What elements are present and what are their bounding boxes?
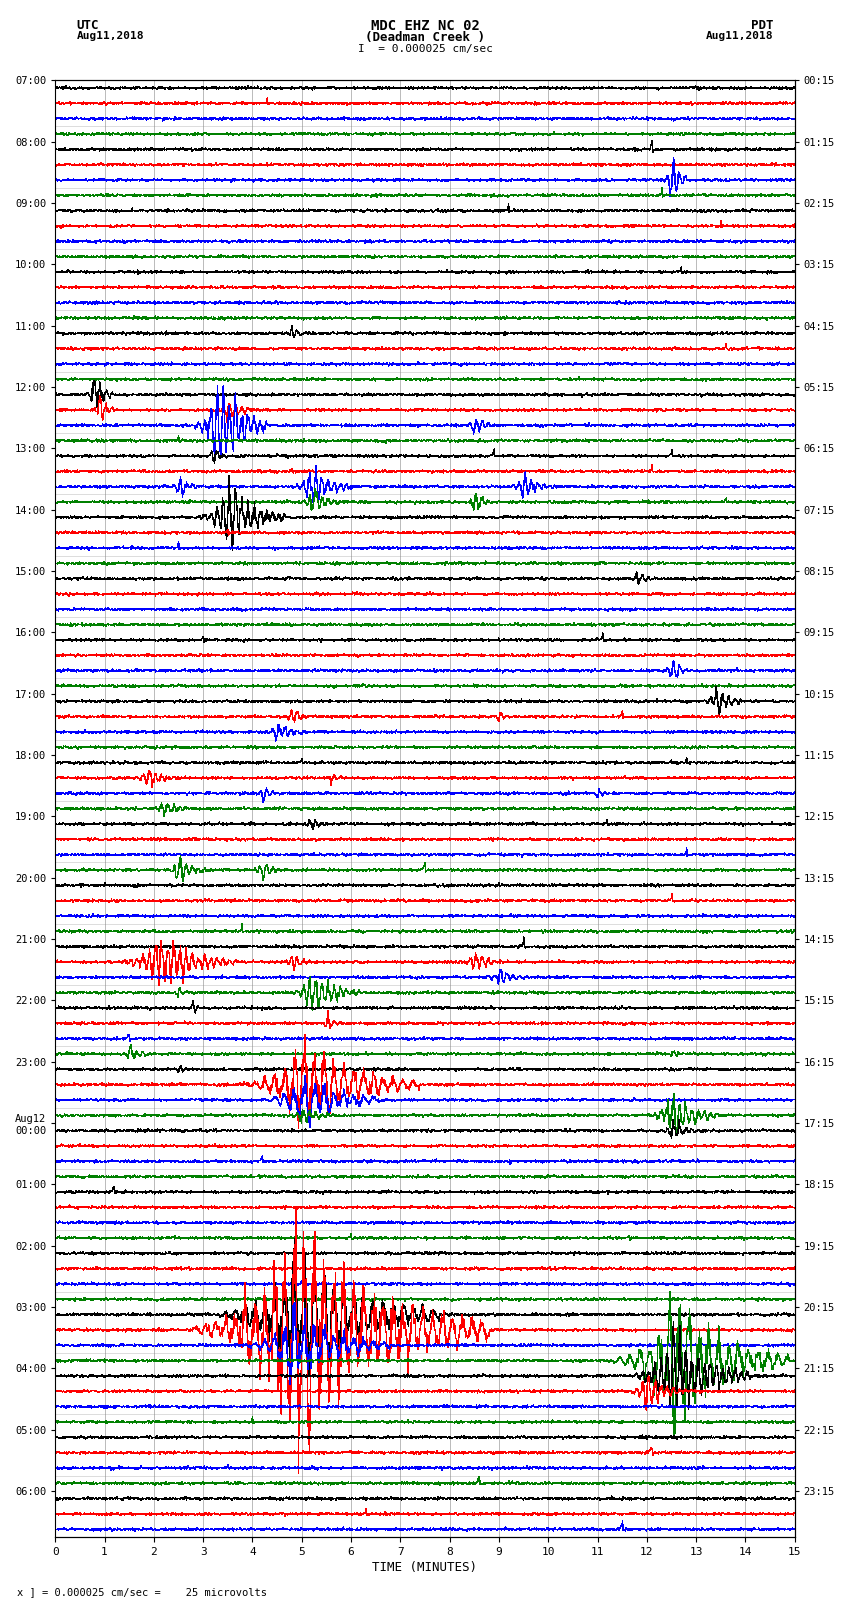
Text: x ] = 0.000025 cm/sec =    25 microvolts: x ] = 0.000025 cm/sec = 25 microvolts bbox=[17, 1587, 267, 1597]
Text: UTC: UTC bbox=[76, 19, 99, 32]
X-axis label: TIME (MINUTES): TIME (MINUTES) bbox=[372, 1561, 478, 1574]
Text: PDT: PDT bbox=[751, 19, 774, 32]
Text: Aug11,2018: Aug11,2018 bbox=[706, 31, 774, 40]
Text: Aug11,2018: Aug11,2018 bbox=[76, 31, 144, 40]
Text: MDC EHZ NC 02: MDC EHZ NC 02 bbox=[371, 19, 479, 34]
Text: (Deadman Creek ): (Deadman Creek ) bbox=[365, 31, 485, 44]
Text: I  = 0.000025 cm/sec: I = 0.000025 cm/sec bbox=[358, 44, 492, 53]
